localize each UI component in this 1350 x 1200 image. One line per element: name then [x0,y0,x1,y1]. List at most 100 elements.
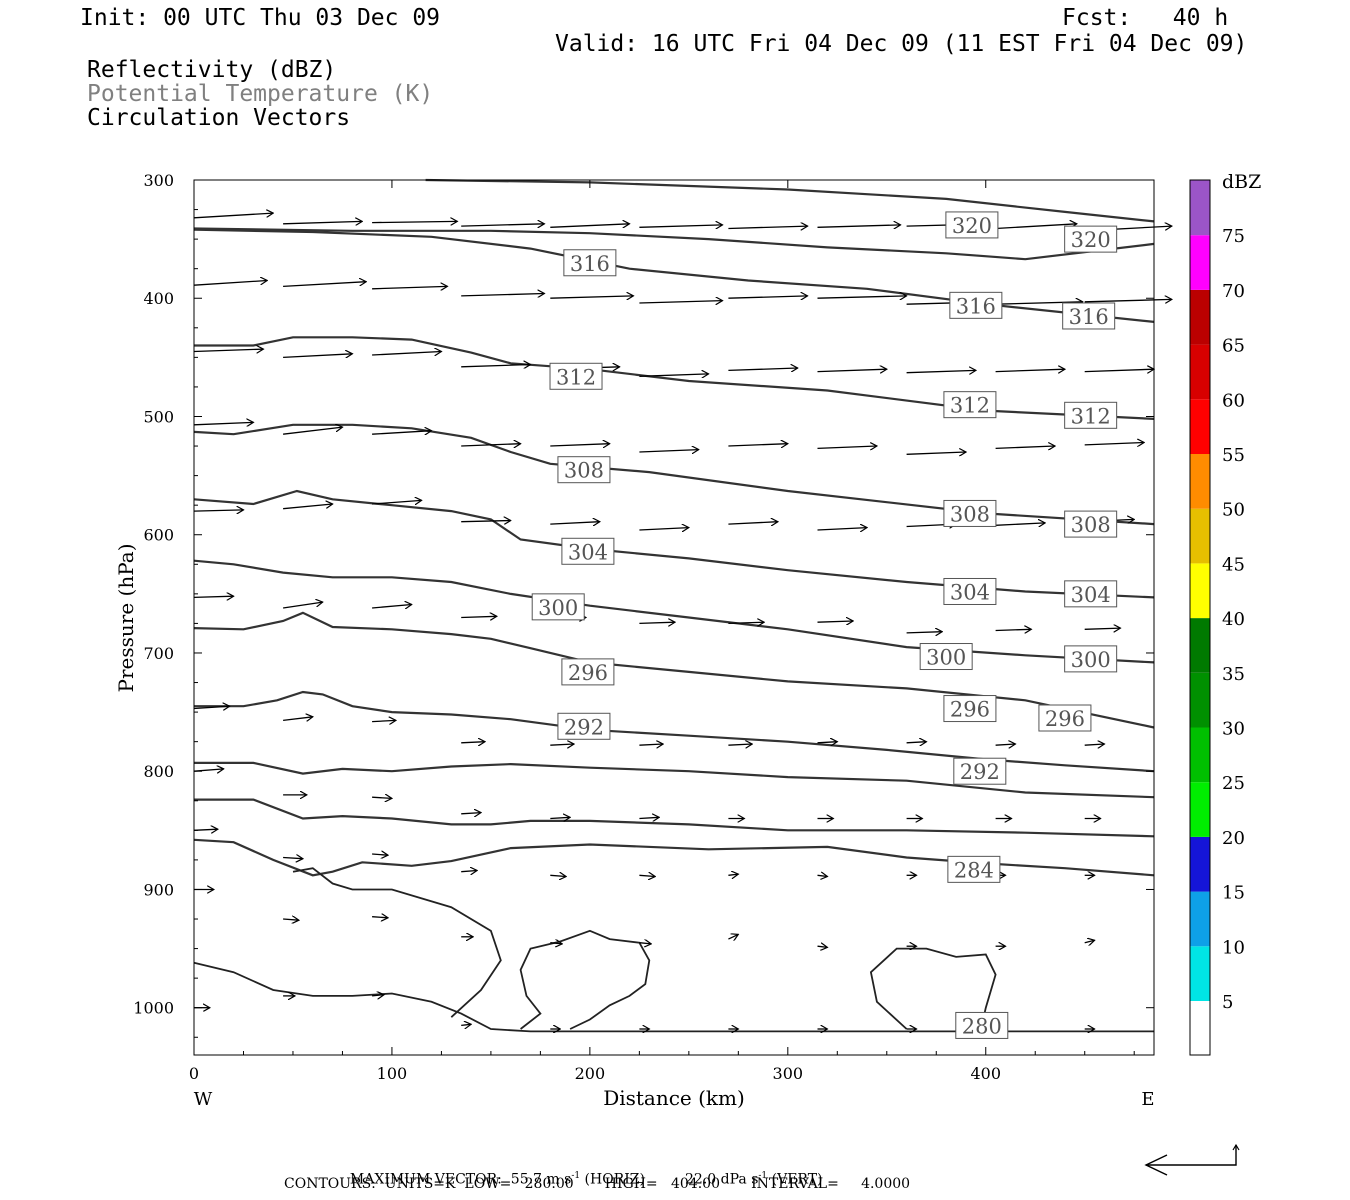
circulation-vector [639,301,722,303]
contour-label: 316 [1069,305,1109,329]
potential-temperature-contours [193,178,1155,877]
contour-label-box [1064,401,1118,429]
circulation-vector [1084,443,1144,445]
contour-label-box [1064,645,1118,673]
circulation-vector [728,226,807,228]
reflectivity-contour-line [869,947,997,1030]
colorbar-tick-label: 70 [1222,281,1245,302]
init-time: Init: 00 UTC Thu 03 Dec 09 [80,5,441,31]
circulation-vector [193,281,267,286]
circulation-vector [283,354,352,358]
circulation-vector [995,369,1065,371]
contour-label: 320 [952,214,992,238]
circulation-vectors [193,213,1172,1029]
circulation-vector [550,224,629,228]
theta-contour-line [194,690,1155,773]
circulation-vector [639,528,688,530]
colorbar-tick-label: 30 [1222,719,1245,740]
contour-label-box [1064,225,1118,253]
x-tick-label: 200 [575,1064,606,1083]
contour-label-box [531,593,585,621]
contour-label-box [1064,580,1118,608]
circulation-vector [728,874,738,875]
circulation-vector [372,605,412,609]
x-tick-label: 100 [377,1064,408,1083]
circulation-vector [817,296,907,298]
colorbar-tick-label: 75 [1222,226,1245,247]
y-tick-label: 400 [143,289,174,308]
colorbar-tick-label: 45 [1222,554,1245,575]
field-circulation-vectors: Circulation Vectors [87,105,351,131]
circulation-vector [1084,744,1105,745]
y-tick-label: 1000 [133,999,174,1018]
y-tick-label: 600 [143,526,174,545]
contour-label: 292 [960,760,1000,784]
circulation-vector [193,422,253,424]
circulation-vector [550,444,609,446]
circulation-vector [372,797,392,798]
circulation-vector [639,744,663,745]
x-tick-label: 400 [970,1064,1001,1083]
colorbar-tick-label: 40 [1222,609,1245,630]
contour-label: 320 [1071,228,1111,252]
circulation-vector [283,919,299,920]
circulation-vector [283,858,303,859]
circulation-vector [817,621,854,622]
y-tick-label: 700 [143,644,174,663]
colorbar-swatch [1190,508,1210,564]
reflectivity-contour-line [292,867,502,1018]
circulation-vector [193,596,234,597]
circulation-vector [728,522,778,524]
circulation-vector [372,221,457,222]
colorbar: 5 10 15 20 25 30 35 40 45 50 55 60 65 70 75 [1189,179,1245,1056]
circulation-vector [372,720,396,721]
circulation-vector [995,629,1032,630]
circulation-vector [372,995,384,996]
contour-label-box [943,577,997,605]
colorbar-tick-label: 5 [1222,992,1233,1013]
contour-label: 308 [950,502,990,526]
colorbar-swatch [1190,727,1210,783]
colorbar-swatch [1190,344,1210,400]
y-tick-label: 500 [143,407,174,426]
plot-frame [193,179,1155,1056]
circulation-vector [995,302,1083,304]
contour-label-box [945,211,999,239]
contour-label: 296 [950,698,990,722]
contour-label: 304 [1071,583,1111,607]
colorbar-tick-label: 35 [1222,664,1245,685]
contour-label-box [561,537,615,565]
circulation-vector [461,521,511,522]
circulation-vector [461,224,544,226]
y-axis-label: Pressure (hPa) [114,544,138,693]
circulation-vector [283,504,333,510]
contour-label: 304 [568,540,608,564]
circulation-vector [817,528,868,530]
contour-label-box [919,643,973,671]
circulation-vector [372,352,441,356]
valid-time: Valid: 16 UTC Fri 04 Dec 09 (11 EST Fri … [555,31,1248,57]
x-right-end-label: E [1141,1089,1154,1110]
theta-contour-line [193,489,1155,599]
contour-label: 308 [1071,513,1111,537]
circulation-vector [550,943,562,944]
unit-superscript: -1 [758,1171,768,1181]
circulation-vector [728,622,764,623]
colorbar-swatch [1190,618,1210,673]
colorbar-swatch [1190,782,1210,837]
contour-label-box [943,695,997,723]
colorbar-swatch [1190,399,1210,454]
colorbar-swatch [1190,1001,1210,1055]
contour-label-box [943,391,997,419]
circulation-vector [461,871,477,872]
colorbar-swatch [1190,289,1210,345]
circulation-vector [728,934,738,939]
theta-contour-line [193,559,1155,664]
circulation-vector [906,452,966,454]
colorbar-tick-label: 20 [1222,828,1245,849]
circulation-vector [372,431,431,435]
colorbar-swatch [1190,891,1210,947]
circulation-vector [193,349,263,351]
circulation-vector [283,282,366,288]
